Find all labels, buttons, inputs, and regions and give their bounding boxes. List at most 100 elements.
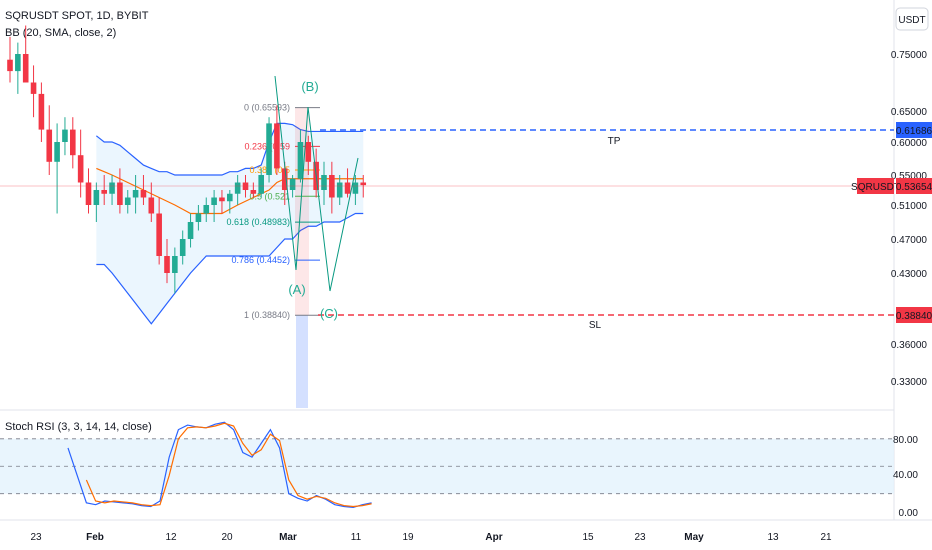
candle-body[interactable] bbox=[85, 182, 92, 206]
price-axis[interactable]: 0.75000 0.65000 0.60000 0.55000 0.51000 0.470… bbox=[851, 50, 932, 388]
time-tick-label: Feb bbox=[86, 532, 104, 543]
tp-price-badge[interactable] bbox=[896, 122, 932, 138]
candle-body[interactable] bbox=[156, 213, 162, 257]
stoch-band bbox=[0, 438, 894, 494]
price-tick-label: 0.75000 bbox=[891, 50, 928, 61]
time-tick-label: 19 bbox=[402, 532, 414, 543]
candle-body[interactable] bbox=[124, 197, 131, 206]
symbol-title: SQRUSDT SPOT, 1D, BYBIT bbox=[5, 10, 149, 22]
bb-lower-line bbox=[96, 212, 364, 325]
candle-body[interactable] bbox=[266, 123, 272, 175]
candle-body[interactable] bbox=[164, 256, 170, 273]
candle-body[interactable] bbox=[219, 197, 225, 202]
last-symbol-label: SQRUSDT bbox=[851, 182, 900, 193]
candle-body[interactable] bbox=[352, 182, 359, 194]
candle-body[interactable] bbox=[148, 197, 155, 214]
wave-path[interactable] bbox=[274, 75, 359, 292]
candle-body[interactable] bbox=[344, 182, 351, 194]
sl-price-badge[interactable] bbox=[896, 307, 932, 323]
price-tick-label: 0.65000 bbox=[891, 107, 928, 118]
wave-label-c[interactable]: (C) bbox=[320, 306, 338, 321]
candle-body[interactable] bbox=[30, 82, 37, 94]
candle-body[interactable] bbox=[179, 239, 186, 256]
candle-body[interactable] bbox=[336, 182, 343, 198]
candle-body[interactable] bbox=[234, 182, 241, 194]
candle-body[interactable] bbox=[7, 59, 13, 72]
time-tick-label: 12 bbox=[165, 532, 177, 543]
stoch-d-line bbox=[85, 422, 372, 508]
candle-body[interactable] bbox=[132, 190, 139, 198]
fib-level-label: 0 (0.65593) bbox=[244, 103, 290, 113]
time-axis[interactable]: 23 Feb 12 20 Mar 11 19 Apr 15 23 May 13 21 bbox=[30, 532, 832, 543]
currency-button[interactable]: USDT bbox=[898, 15, 925, 26]
candle-body[interactable] bbox=[117, 182, 123, 206]
bollinger-fill bbox=[96, 123, 364, 324]
candle-body[interactable] bbox=[62, 129, 68, 142]
price-tick-label: 0.43000 bbox=[891, 269, 928, 280]
time-tick-label: 13 bbox=[767, 532, 779, 543]
candle-body[interactable] bbox=[305, 142, 312, 162]
bb-indicator-label: BB (20, SMA, close, 2) bbox=[5, 27, 116, 39]
candle-body[interactable] bbox=[54, 142, 60, 162]
candle-body[interactable] bbox=[77, 155, 84, 183]
candle-body[interactable] bbox=[38, 93, 45, 130]
bb-upper-line bbox=[95, 122, 364, 176]
fib-level-label: 0.5 (0.521 bbox=[249, 191, 290, 201]
candle-body[interactable] bbox=[101, 190, 107, 194]
time-tick-label: Apr bbox=[485, 532, 502, 543]
currency-button-box[interactable] bbox=[895, 7, 929, 31]
candle-body[interactable] bbox=[70, 129, 76, 156]
stoch-tick-label: 0.00 bbox=[899, 508, 919, 519]
sl-text: SL bbox=[589, 320, 602, 331]
wave-label-b[interactable]: (B) bbox=[301, 79, 318, 94]
price-tick-label: 0.33000 bbox=[891, 377, 928, 388]
stoch-tick-label: 40.00 bbox=[893, 470, 918, 481]
price-tick-label: 0.47000 bbox=[891, 235, 928, 246]
candle-body[interactable] bbox=[15, 54, 21, 72]
time-tick-label: May bbox=[684, 532, 704, 543]
candle-body[interactable] bbox=[227, 193, 233, 202]
fib-zone-lower bbox=[296, 315, 308, 408]
tp-sl-layer[interactable]: TP SL bbox=[0, 129, 894, 331]
time-tick-label: Mar bbox=[279, 532, 297, 543]
candle-body[interactable] bbox=[321, 175, 327, 190]
candle-body[interactable] bbox=[46, 129, 53, 162]
stoch-tick-label: 80.00 bbox=[893, 435, 918, 446]
candle-body[interactable] bbox=[297, 142, 304, 179]
price-tick-label: 0.51000 bbox=[891, 201, 928, 212]
stoch-rsi-layer bbox=[0, 421, 894, 509]
time-tick-label: 11 bbox=[351, 532, 362, 543]
candle-body[interactable] bbox=[22, 54, 29, 83]
fib-level-label: 0.786 (0.4452) bbox=[231, 255, 290, 265]
stoch-axis: 80.00 40.00 0.00 bbox=[893, 435, 918, 519]
last-symbol-badge[interactable] bbox=[857, 178, 894, 194]
candle-body[interactable] bbox=[109, 182, 115, 194]
fib-level-label: 1 (0.38840) bbox=[244, 310, 290, 320]
candle-body[interactable] bbox=[258, 175, 264, 194]
fib-level-label: 0.618 (0.48983) bbox=[226, 217, 290, 227]
candle-body[interactable] bbox=[360, 182, 367, 186]
candle-body[interactable] bbox=[172, 256, 178, 273]
tp-text: TP bbox=[608, 136, 621, 147]
tp-price-label: 0.61686 bbox=[896, 126, 932, 137]
wave-annotations-layer[interactable]: (B) (A) (C) bbox=[274, 75, 359, 321]
price-tick-label: 0.55000 bbox=[891, 171, 928, 182]
candle-body[interactable] bbox=[203, 205, 210, 214]
candle-body[interactable] bbox=[281, 168, 288, 190]
time-tick-label: 15 bbox=[582, 532, 594, 543]
last-price-badge[interactable] bbox=[896, 178, 932, 194]
candle-body[interactable] bbox=[140, 190, 147, 198]
wave-label-a[interactable]: (A) bbox=[288, 282, 305, 297]
sl-price-label: 0.38840 bbox=[896, 311, 932, 322]
time-tick-label: 23 bbox=[30, 532, 42, 543]
candle-body[interactable] bbox=[211, 197, 217, 206]
candle-body[interactable] bbox=[93, 190, 100, 205]
candle-body[interactable] bbox=[187, 222, 194, 239]
candle-body[interactable] bbox=[274, 123, 280, 169]
candle-body[interactable] bbox=[289, 178, 296, 190]
time-tick-label: 23 bbox=[634, 532, 646, 543]
price-tick-label: 0.36000 bbox=[891, 340, 928, 351]
candle-body[interactable] bbox=[250, 190, 257, 194]
candle-body[interactable] bbox=[195, 213, 202, 223]
